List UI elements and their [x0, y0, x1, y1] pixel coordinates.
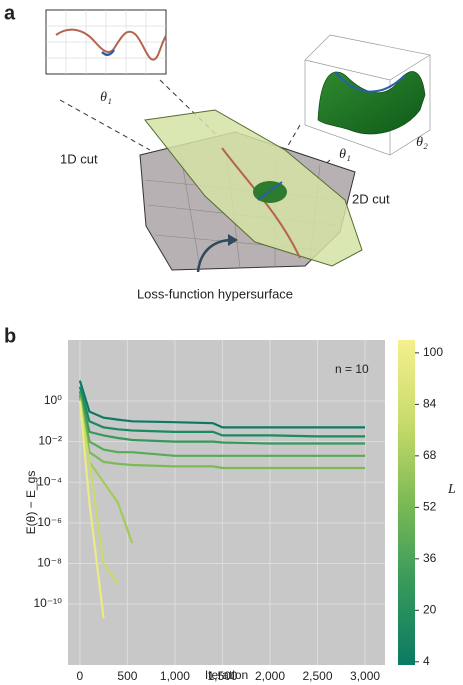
caption: Loss-function hypersurface	[137, 286, 293, 301]
colorbar-tick-label: 100	[423, 345, 443, 359]
x-tick-label: 1,500	[207, 669, 237, 683]
series-line	[78, 400, 119, 585]
series-line	[78, 390, 365, 445]
x-tick-label: 2,500	[302, 669, 332, 683]
inset-2d-ylabel: θ₂	[416, 135, 428, 150]
panel-label: b	[4, 325, 16, 347]
x-tick-label: 500	[117, 669, 137, 683]
colorbar-tick-label: 20	[423, 602, 437, 616]
x-tick-label: 0	[77, 669, 84, 683]
y-tick-label: 10⁻¹⁰	[34, 596, 63, 610]
y-tick-label: 10⁻⁸	[37, 556, 62, 570]
colorbar-tick-label: 4	[423, 654, 430, 668]
series-line	[78, 380, 365, 429]
colorbar-tick-label: 68	[423, 448, 437, 462]
x-axis-label: Iteration	[205, 668, 248, 682]
plot-background	[68, 340, 385, 665]
cut-1d-label: 1D cut	[60, 151, 98, 166]
inset-2d	[304, 34, 431, 156]
colorbar	[398, 340, 415, 665]
y-tick-label: 10⁻⁴	[37, 474, 62, 488]
x-tick-label: 1,000	[160, 669, 190, 683]
y-tick-label: 10⁰	[44, 393, 62, 407]
x-tick-label: 2,000	[255, 669, 285, 683]
panel-label: a	[4, 2, 16, 24]
y-axis-label: E(θ) − E_gs	[24, 471, 38, 535]
x-tick-label: 3,000	[350, 669, 380, 683]
cut-2d-label: 2D cut	[352, 191, 390, 206]
series-line	[78, 394, 365, 457]
series-line	[78, 397, 365, 470]
inset-1d	[45, 9, 167, 75]
annotation: n = 10	[335, 362, 369, 376]
y-tick-label: 10⁻²	[38, 434, 62, 448]
y-tick-label: 10⁻⁶	[37, 515, 62, 529]
colorbar-tick-label: 52	[423, 499, 437, 513]
inset-2d-xlabel: θ₁	[339, 147, 351, 162]
series-line	[78, 386, 365, 438]
colorbar-label: L	[447, 482, 456, 497]
colorbar-tick-label: 84	[423, 397, 437, 411]
series-line	[78, 400, 105, 619]
inset-1d-xlabel: θ₁	[100, 90, 112, 105]
surfaces	[59, 79, 363, 273]
colorbar-tick-label: 36	[423, 551, 437, 565]
